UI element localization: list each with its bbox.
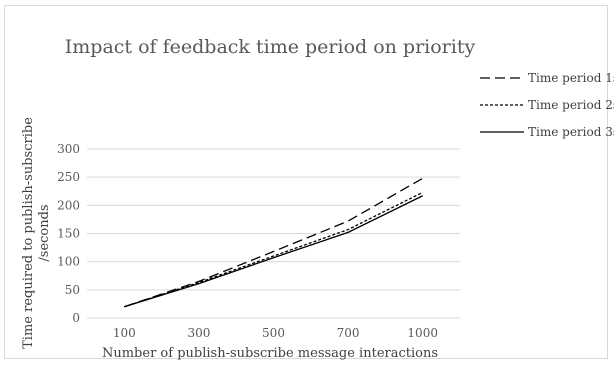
series-lines	[124, 177, 424, 308]
y-axis-title-line1: Time required to publish-subscribe	[21, 117, 36, 349]
series-line-2	[124, 191, 423, 308]
x-axis-title: Number of publish-subscribe message inte…	[102, 346, 438, 361]
y-tick-label: 0	[72, 311, 80, 325]
x-tick-label: 1000	[407, 326, 438, 340]
series-line-3	[124, 195, 423, 308]
legend-label-3: Time period 3s	[528, 125, 614, 139]
x-tick-labels: 100 300 500 700 1000	[113, 326, 438, 340]
y-axis-title-line2: /seconds	[37, 204, 52, 261]
chart-frame	[4, 5, 608, 359]
legend-label-2: Time period 2s	[528, 98, 614, 112]
y-tick-label: 50	[65, 283, 80, 297]
y-tick-labels: 0 50 100 150 200 250 300	[57, 142, 80, 325]
legend-label-1: Time period 1s	[528, 71, 614, 85]
y-tick-label: 300	[57, 142, 80, 156]
chart-title: Impact of feedback time period on priori…	[65, 36, 476, 58]
y-tick-label: 200	[57, 198, 80, 212]
x-tick-label: 700	[337, 326, 360, 340]
x-tick-label: 100	[113, 326, 136, 340]
series-line-1	[124, 177, 424, 308]
y-tick-label: 250	[57, 170, 80, 184]
legend: Time period 1s Time period 2s Time period …	[480, 71, 614, 139]
y-tick-label: 100	[57, 255, 80, 269]
x-tick-label: 500	[262, 326, 285, 340]
y-tick-label: 150	[57, 227, 80, 241]
gridlines	[87, 148, 460, 319]
x-tick-label: 300	[187, 326, 210, 340]
